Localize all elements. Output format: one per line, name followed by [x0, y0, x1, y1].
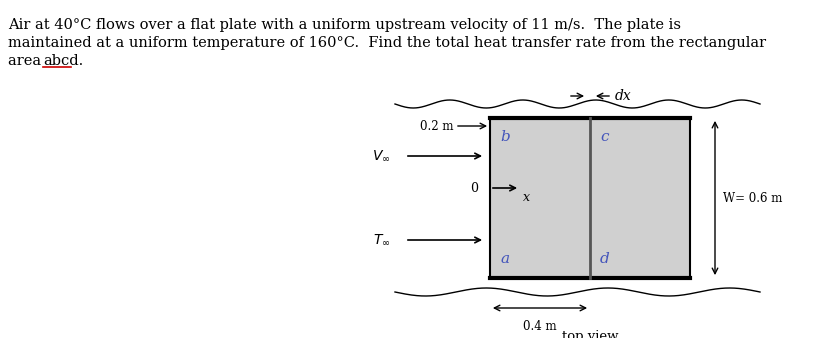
Text: 0.4 m: 0.4 m	[523, 320, 557, 333]
Text: $T_{\infty}$: $T_{\infty}$	[372, 233, 390, 247]
Text: b: b	[500, 130, 509, 144]
Text: maintained at a uniform temperature of 160°C.  Find the total heat transfer rate: maintained at a uniform temperature of 1…	[8, 36, 766, 50]
Text: 0: 0	[470, 182, 478, 194]
Text: c: c	[600, 130, 609, 144]
Bar	[490, 118, 690, 278]
Text: Air at 40°C flows over a flat plate with a uniform upstream velocity of 11 m/s. : Air at 40°C flows over a flat plate with…	[8, 18, 681, 32]
Text: top view: top view	[562, 330, 619, 338]
Text: $V_{\infty}$: $V_{\infty}$	[371, 149, 390, 163]
Text: 0.2 m: 0.2 m	[420, 120, 454, 132]
Text: dx: dx	[615, 89, 632, 103]
Text: abcd.: abcd.	[43, 54, 84, 68]
Text: d: d	[600, 252, 609, 266]
Text: a: a	[500, 252, 509, 266]
Text: W= 0.6 m: W= 0.6 m	[723, 192, 782, 204]
Text: area: area	[8, 54, 45, 68]
Text: x: x	[523, 191, 530, 204]
